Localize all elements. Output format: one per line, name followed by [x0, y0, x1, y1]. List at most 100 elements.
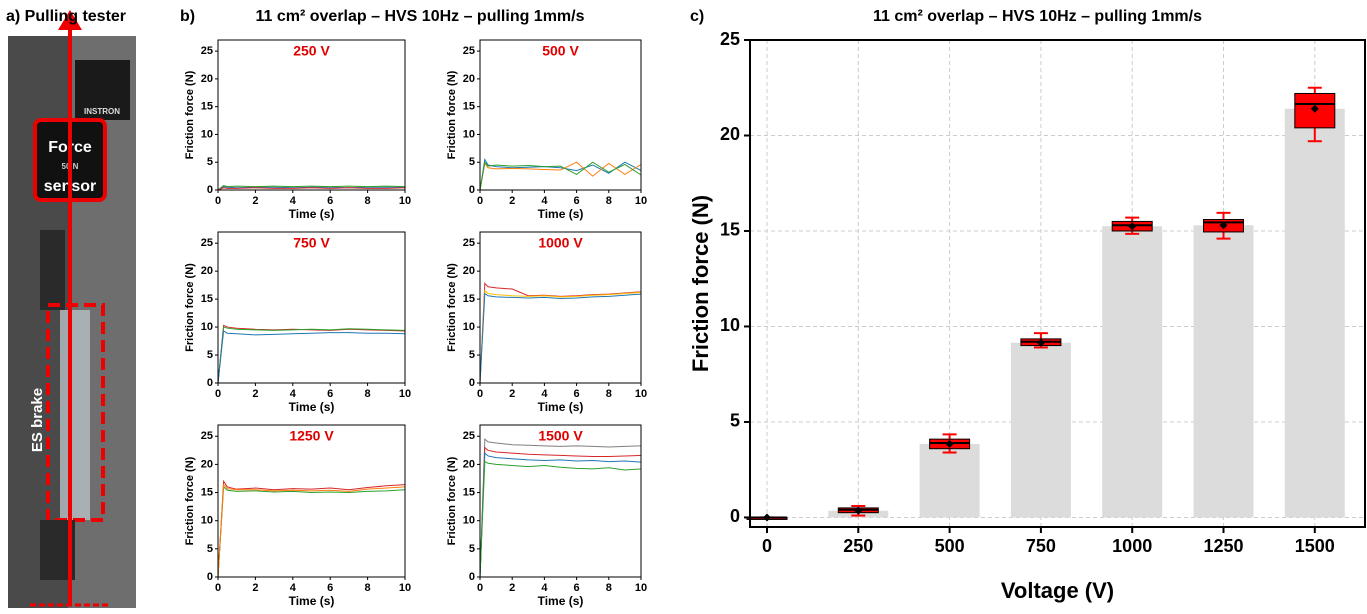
- data-line: [479, 452, 642, 578]
- x-tick-label: 0: [477, 582, 483, 594]
- data-line: [479, 460, 642, 578]
- x-tick-label: 10: [399, 582, 411, 594]
- brake-label: ES brake: [29, 388, 46, 452]
- x-tick-label: 6: [574, 195, 580, 207]
- y-tick-label: 10: [201, 128, 213, 140]
- y-axis-label: Friction force (N): [446, 70, 458, 159]
- y-tick-label: 20: [201, 265, 213, 277]
- y-tick-label: 25: [463, 45, 475, 57]
- mean-marker: [1219, 221, 1228, 230]
- panel-title: 11 cm² overlap – HVS 10Hz – pulling 1mm/…: [255, 8, 584, 25]
- y-tick-label: 5: [207, 349, 213, 361]
- mean-marker: [1036, 338, 1045, 347]
- y-tick-label: 25: [463, 430, 475, 442]
- x-tick-label: 8: [606, 582, 612, 594]
- x-tick-label: 4: [290, 388, 297, 400]
- x-tick-label: 750: [1026, 536, 1056, 556]
- y-tick-label: 5: [469, 156, 475, 168]
- x-tick-label: 10: [399, 388, 411, 400]
- x-tick-label: 2: [509, 388, 515, 400]
- data-line: [217, 485, 406, 578]
- panel-label: a) Pulling tester: [6, 8, 126, 25]
- x-tick-label: 0: [215, 195, 221, 207]
- x-tick-label: 10: [635, 388, 647, 400]
- clamp: [40, 230, 65, 310]
- x-tick-label: 6: [327, 388, 333, 400]
- chart-title: 1250 V: [289, 428, 334, 444]
- x-tick-label: 6: [327, 582, 333, 594]
- x-tick-label: 250: [843, 536, 873, 556]
- mean-bar: [1284, 108, 1345, 518]
- y-axis-label: Friction force (N): [688, 195, 713, 372]
- y-tick-label: 10: [201, 515, 213, 527]
- x-axis-label: Time (s): [538, 400, 584, 414]
- mean-marker: [854, 506, 863, 515]
- x-tick-label: 0: [477, 195, 483, 207]
- x-tick-label: 6: [574, 582, 580, 594]
- chart-title: 250 V: [293, 43, 330, 59]
- x-axis-label: Time (s): [289, 207, 335, 221]
- x-tick-label: 0: [762, 536, 772, 556]
- y-axis-label: Friction force (N): [184, 263, 196, 352]
- x-tick-label: 4: [290, 195, 297, 207]
- data-line: [479, 161, 642, 191]
- data-line: [479, 282, 642, 384]
- x-tick-label: 0: [215, 388, 221, 400]
- y-tick-label: 20: [201, 73, 213, 85]
- y-tick-label: 15: [463, 293, 475, 305]
- data-line: [217, 483, 406, 578]
- y-tick-label: 15: [201, 486, 213, 498]
- y-axis-label: Friction force (N): [446, 263, 458, 352]
- y-tick-label: 15: [201, 293, 213, 305]
- x-tick-label: 2: [252, 582, 258, 594]
- mean-marker: [763, 513, 771, 522]
- plot-frame: [479, 231, 642, 384]
- data-line: [479, 446, 642, 578]
- x-tick-label: 10: [635, 195, 647, 207]
- y-tick-label: 15: [201, 101, 213, 113]
- y-tick-label: 20: [720, 124, 740, 144]
- y-axis-label: Friction force (N): [184, 70, 196, 159]
- plot-frame: [217, 231, 406, 384]
- y-tick-label: 0: [730, 506, 740, 526]
- y-tick-label: 0: [469, 571, 475, 583]
- x-tick-label: 4: [541, 582, 548, 594]
- y-tick-label: 25: [720, 29, 740, 49]
- x-tick-label: 1000: [1112, 536, 1152, 556]
- y-axis-label: Friction force (N): [446, 456, 458, 545]
- plot-frame: [479, 424, 642, 578]
- mean-bar: [1193, 225, 1254, 518]
- x-tick-label: 4: [541, 388, 548, 400]
- x-tick-label: 500: [935, 536, 965, 556]
- y-tick-label: 0: [207, 377, 213, 389]
- mean-marker: [1128, 222, 1137, 231]
- chart-title: 750 V: [293, 235, 330, 251]
- x-axis-label: Time (s): [538, 594, 584, 608]
- x-axis-label: Time (s): [538, 207, 584, 221]
- y-tick-label: 10: [463, 128, 475, 140]
- y-tick-label: 0: [207, 184, 213, 196]
- y-tick-label: 20: [463, 73, 475, 85]
- brake-outline: [46, 303, 105, 522]
- data-line: [479, 157, 642, 191]
- mean-bar: [919, 443, 980, 518]
- mean-bar: [1010, 342, 1071, 518]
- brake-body: [60, 310, 90, 520]
- y-tick-label: 25: [201, 237, 213, 249]
- x-tick-label: 8: [606, 388, 612, 400]
- mean-marker: [945, 439, 954, 448]
- data-line: [479, 289, 642, 384]
- y-tick-label: 5: [469, 543, 475, 555]
- y-tick-label: 0: [469, 377, 475, 389]
- x-tick-label: 0: [477, 388, 483, 400]
- data-line: [217, 185, 406, 191]
- x-tick-label: 10: [635, 582, 647, 594]
- y-axis-label: Friction force (N): [184, 456, 196, 545]
- data-line: [479, 438, 642, 578]
- chart-title: 11 cm² overlap – HVS 10Hz – pulling 1mm/…: [873, 8, 1202, 25]
- y-tick-label: 20: [201, 458, 213, 470]
- x-tick-label: 8: [365, 582, 371, 594]
- x-tick-label: 1250: [1203, 536, 1243, 556]
- y-tick-label: 25: [463, 237, 475, 249]
